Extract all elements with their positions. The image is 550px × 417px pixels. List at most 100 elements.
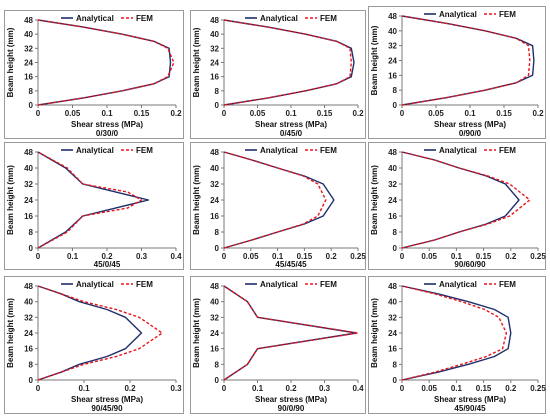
series-analytical-line <box>223 285 358 381</box>
y-axis-label: Beam height (mm) <box>6 165 15 235</box>
y-tick-label: 0 <box>215 376 220 385</box>
x-axis-label: Shear stress (MPa) <box>255 395 327 404</box>
x-tick-label: 0.2 <box>505 252 517 261</box>
y-tick-label: 32 <box>210 313 219 322</box>
y-tick-label: 24 <box>24 329 33 338</box>
y-axis-label: Beam height (mm) <box>370 165 379 235</box>
x-tick-label: 0.2 <box>326 252 338 261</box>
y-tick-label: 32 <box>388 180 397 189</box>
y-tick-label: 40 <box>24 164 33 173</box>
y-tick-label: 8 <box>393 86 398 95</box>
y-tick-label: 48 <box>388 12 397 21</box>
chart-panel: 0 8 16 24 32 40 48 0 0.05 0.1 0.15 0.2 0.25 Beam heig… <box>190 142 366 270</box>
series-fem-line <box>223 151 327 249</box>
series-fem-line <box>401 285 508 381</box>
series-fem-line <box>401 151 531 249</box>
chart-panel: 0 8 16 24 32 40 48 0 0.05 0.1 0.15 0.2 0.25 Beam heig… <box>368 276 546 414</box>
x-axis-label: Shear stress (MPa) <box>434 120 506 129</box>
x-axis-label: Shear stress (MPa) <box>255 120 327 129</box>
y-axis-label: Beam height (mm) <box>370 25 379 95</box>
y-tick-label: 40 <box>210 164 219 173</box>
y-tick-label: 48 <box>210 16 219 25</box>
y-tick-label: 8 <box>215 228 220 237</box>
x-tick-label: 0.25 <box>530 384 546 393</box>
chart-svg: 0 8 16 24 32 40 48 0 0.05 0.1 0.15 0.2 0.25 Beam heig… <box>370 280 546 413</box>
chart-frame <box>190 276 366 414</box>
y-tick-label: 8 <box>29 228 34 237</box>
y-tick-label: 48 <box>24 282 33 291</box>
chart-caption: 0/45/0 <box>280 129 303 138</box>
legend-analytical-label: Analytical <box>76 280 114 289</box>
x-axis-label: Shear stress (MPa) <box>434 395 506 404</box>
chart-caption: 45/90/45 <box>454 404 486 413</box>
legend-analytical-label: Analytical <box>439 280 477 289</box>
y-tick-label: 0 <box>393 244 398 253</box>
x-tick-label: 0.05 <box>65 109 81 118</box>
x-tick-label: 0.15 <box>496 109 512 118</box>
chart-caption: 90/45/90 <box>91 404 123 413</box>
x-tick-label: 0.3 <box>319 384 331 393</box>
series-analytical-line <box>37 151 150 249</box>
series-analytical-line <box>223 151 335 249</box>
x-tick-label: 0 <box>222 109 227 118</box>
x-tick-label: 0.1 <box>464 109 476 118</box>
legend-analytical-label: Analytical <box>439 10 477 19</box>
chart-svg: 0 8 16 24 32 40 48 0 0.05 0.1 0.15 0.2 Beam height (… <box>370 10 544 138</box>
chart-frame <box>368 6 546 139</box>
y-tick-label: 16 <box>24 73 33 82</box>
x-tick-label: 0.2 <box>285 384 297 393</box>
y-tick-label: 0 <box>29 376 34 385</box>
y-tick-label: 24 <box>388 329 397 338</box>
legend-fem-label: FEM <box>499 10 516 19</box>
chart-caption: 90/60/90 <box>454 260 486 269</box>
legend-fem-label: FEM <box>136 14 153 23</box>
x-tick-label: 0.2 <box>170 109 182 118</box>
x-tick-label: 0.3 <box>170 384 182 393</box>
chart-frame <box>190 142 366 270</box>
series-fem-line <box>223 19 353 106</box>
series-analytical-line <box>401 151 520 249</box>
y-tick-label: 0 <box>215 101 220 110</box>
y-tick-label: 0 <box>215 244 220 253</box>
y-tick-label: 40 <box>24 30 33 39</box>
x-tick-label: 0.1 <box>451 252 463 261</box>
chart-frame <box>190 10 366 139</box>
series-analytical-line <box>37 19 172 106</box>
y-tick-label: 48 <box>24 16 33 25</box>
y-tick-label: 40 <box>210 30 219 39</box>
y-tick-label: 32 <box>210 44 219 53</box>
chart-frame <box>368 276 546 414</box>
y-tick-label: 48 <box>210 148 219 157</box>
y-axis-label: Beam height (mm) <box>6 27 15 97</box>
legend-analytical-label: Analytical <box>260 146 298 155</box>
x-tick-label: 0.05 <box>243 252 259 261</box>
x-tick-label: 0 <box>36 384 41 393</box>
x-tick-label: 0.25 <box>530 252 546 261</box>
x-tick-label: 0.1 <box>101 109 113 118</box>
legend-fem-label: FEM <box>320 280 337 289</box>
x-tick-label: 0.2 <box>101 252 113 261</box>
y-axis-label: Beam height (mm) <box>192 298 201 368</box>
y-tick-label: 16 <box>210 212 219 221</box>
chart-caption: 0/30/0 <box>96 129 119 138</box>
legend-analytical-label: Analytical <box>439 146 477 155</box>
y-tick-label: 40 <box>388 164 397 173</box>
y-tick-label: 24 <box>388 57 397 66</box>
chart-caption: 45/45/45 <box>275 260 307 269</box>
legend-fem-label: FEM <box>320 14 337 23</box>
y-tick-label: 32 <box>388 42 397 51</box>
chart-svg: 0 8 16 24 32 40 48 0 0.05 0.1 0.15 0.2 0.25 Beam heig… <box>370 146 546 269</box>
y-tick-label: 24 <box>210 196 219 205</box>
x-tick-label: 0.1 <box>67 252 79 261</box>
y-tick-label: 24 <box>210 329 219 338</box>
y-tick-label: 16 <box>210 73 219 82</box>
y-tick-label: 40 <box>210 298 219 307</box>
x-tick-label: 0.15 <box>476 384 492 393</box>
legend-analytical-label: Analytical <box>76 146 114 155</box>
x-tick-label: 0 <box>400 109 405 118</box>
y-axis-label: Beam height (mm) <box>370 298 379 368</box>
y-tick-label: 8 <box>29 87 34 96</box>
x-tick-label: 0.15 <box>297 252 313 261</box>
x-tick-label: 0.4 <box>170 252 182 261</box>
